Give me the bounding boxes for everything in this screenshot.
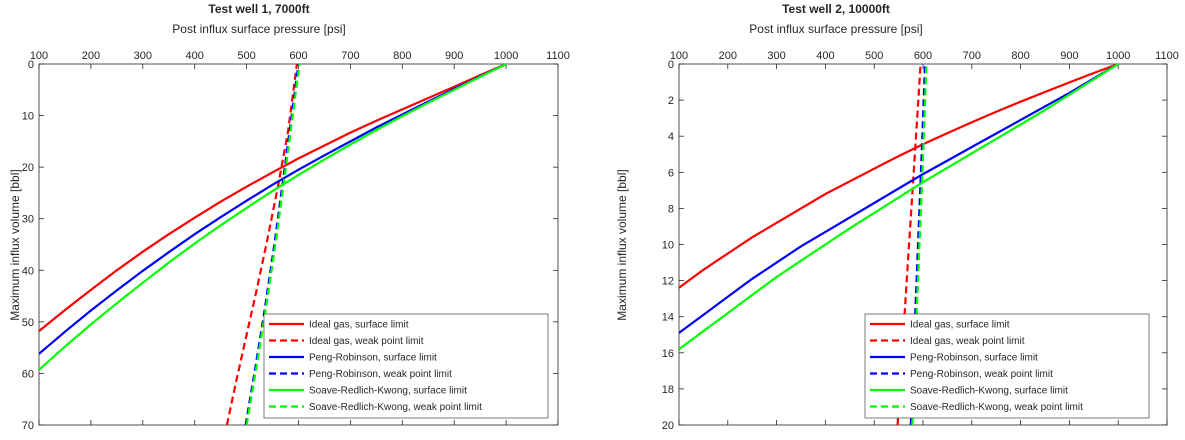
y-axis-label: Maximum influx volume [bbl] <box>615 169 629 320</box>
series-line-soave-redlich-kwong-surface-limit <box>679 64 1119 351</box>
y-tick-label: 4 <box>668 131 674 143</box>
y-tick-label: 70 <box>22 420 34 432</box>
x-tick-label: 500 <box>237 50 255 62</box>
legend-entry-label: Soave-Redlich-Kwong, surface limit <box>309 386 467 397</box>
y-tick-label: 2 <box>668 95 674 107</box>
legend-entry-label: Soave-Redlich-Kwong, weak point limit <box>309 402 482 413</box>
series-line-ideal-gas-weak-point-limit <box>225 64 298 425</box>
x-tick-label: 400 <box>816 50 834 62</box>
x-tick-label: 300 <box>767 50 785 62</box>
y-tick-label: 18 <box>662 384 674 396</box>
legend-entry-label: Peng-Robinson, weak point limit <box>309 369 452 380</box>
legend-entry-label: Soave-Redlich-Kwong, surface limit <box>910 386 1068 397</box>
series-lines <box>679 64 1119 425</box>
x-tick-label: 500 <box>865 50 883 62</box>
chart-title: Test well 2, 10000ft <box>782 2 890 16</box>
y-tick-label: 30 <box>22 214 34 226</box>
series-line-ideal-gas-weak-point-limit <box>896 64 922 425</box>
series-line-ideal-gas-surface-limit <box>39 64 507 332</box>
y-tick-label: 16 <box>662 348 674 360</box>
legend-entry-label: Peng-Robinson, surface limit <box>910 353 1038 364</box>
series-lines <box>39 64 507 425</box>
y-tick-label: 20 <box>662 420 674 432</box>
chart-panel-test-well-2: Test well 2, 10000ft Post influx surface… <box>615 2 1179 432</box>
legend-entry-label: Ideal gas, surface limit <box>309 320 409 331</box>
x-tick-label: 200 <box>82 50 100 62</box>
y-tick-label: 6 <box>668 167 674 179</box>
y-tick-label: 60 <box>22 368 34 380</box>
y-tick-label: 40 <box>22 265 34 277</box>
x-tick-label: 900 <box>445 50 463 62</box>
legend-entry-label: Ideal gas, weak point limit <box>309 336 424 347</box>
x-axis-label: Post influx surface pressure [psi] <box>749 22 922 36</box>
x-tick-label: 1000 <box>1106 50 1130 62</box>
y-tick-label: 14 <box>662 312 674 324</box>
x-tick-label: 1000 <box>494 50 518 62</box>
series-line-peng-robinson-surface-limit <box>679 64 1119 334</box>
x-axis-label: Post influx surface pressure [psi] <box>172 22 345 36</box>
x-tick-label: 1100 <box>1155 50 1179 62</box>
plot-area: 100 200 300 400 500 600 700 800 900 1000 1100 0 10 20… <box>22 50 570 432</box>
series-line-peng-robinson-weak-point-limit <box>909 64 927 425</box>
y-tick-label: 12 <box>662 276 674 288</box>
chart-panel-test-well-1: Test well 1, 7000ft Post influx surface … <box>8 2 570 432</box>
legend-entry-label: Peng-Robinson, surface limit <box>309 353 437 364</box>
plot-area: 100 200 300 400 500 600 700 800 900 1000 1100 0 2 4 6 8… <box>662 50 1179 432</box>
x-tick-label: 700 <box>341 50 359 62</box>
x-tick-label: 700 <box>963 50 981 62</box>
y-tick-label: 0 <box>668 59 674 71</box>
y-tick-label: 0 <box>28 59 34 71</box>
x-tick-label: 900 <box>1060 50 1078 62</box>
x-tick-label: 200 <box>719 50 737 62</box>
x-tick-label: 600 <box>289 50 307 62</box>
legend: Ideal gas, surface limit Ideal gas, weak … <box>263 313 549 419</box>
legend-box <box>864 313 1150 419</box>
y-tick-label: 10 <box>662 240 674 252</box>
y-tick-label: 50 <box>22 317 34 329</box>
legend-box <box>263 313 549 419</box>
x-tick-label: 1100 <box>546 50 570 62</box>
y-tick-label: 8 <box>668 203 674 215</box>
x-tick-label: 300 <box>134 50 152 62</box>
y-axis-label: Maximum influx volume [bbl] <box>8 169 22 320</box>
series-line-soave-redlich-kwong-weak-point-limit <box>911 64 928 425</box>
series-line-ideal-gas-surface-limit <box>679 64 1119 289</box>
x-tick-label: 800 <box>393 50 411 62</box>
legend-entry-label: Peng-Robinson, weak point limit <box>910 369 1053 380</box>
legend-entry-label: Ideal gas, weak point limit <box>910 336 1025 347</box>
legend: Ideal gas, surface limit Ideal gas, weak … <box>864 313 1150 419</box>
y-tick-label: 10 <box>22 111 34 123</box>
x-tick-label: 800 <box>1011 50 1029 62</box>
x-tick-label: 400 <box>186 50 204 62</box>
x-tick-label: 100 <box>30 50 48 62</box>
legend-entry-label: Ideal gas, surface limit <box>910 320 1010 331</box>
y-tick-label: 20 <box>22 162 34 174</box>
legend-entry-label: Soave-Redlich-Kwong, weak point limit <box>910 402 1083 413</box>
x-tick-label: 100 <box>670 50 688 62</box>
series-line-soave-redlich-kwong-surface-limit <box>39 64 507 371</box>
chart-title: Test well 1, 7000ft <box>208 2 309 16</box>
x-tick-label: 600 <box>914 50 932 62</box>
